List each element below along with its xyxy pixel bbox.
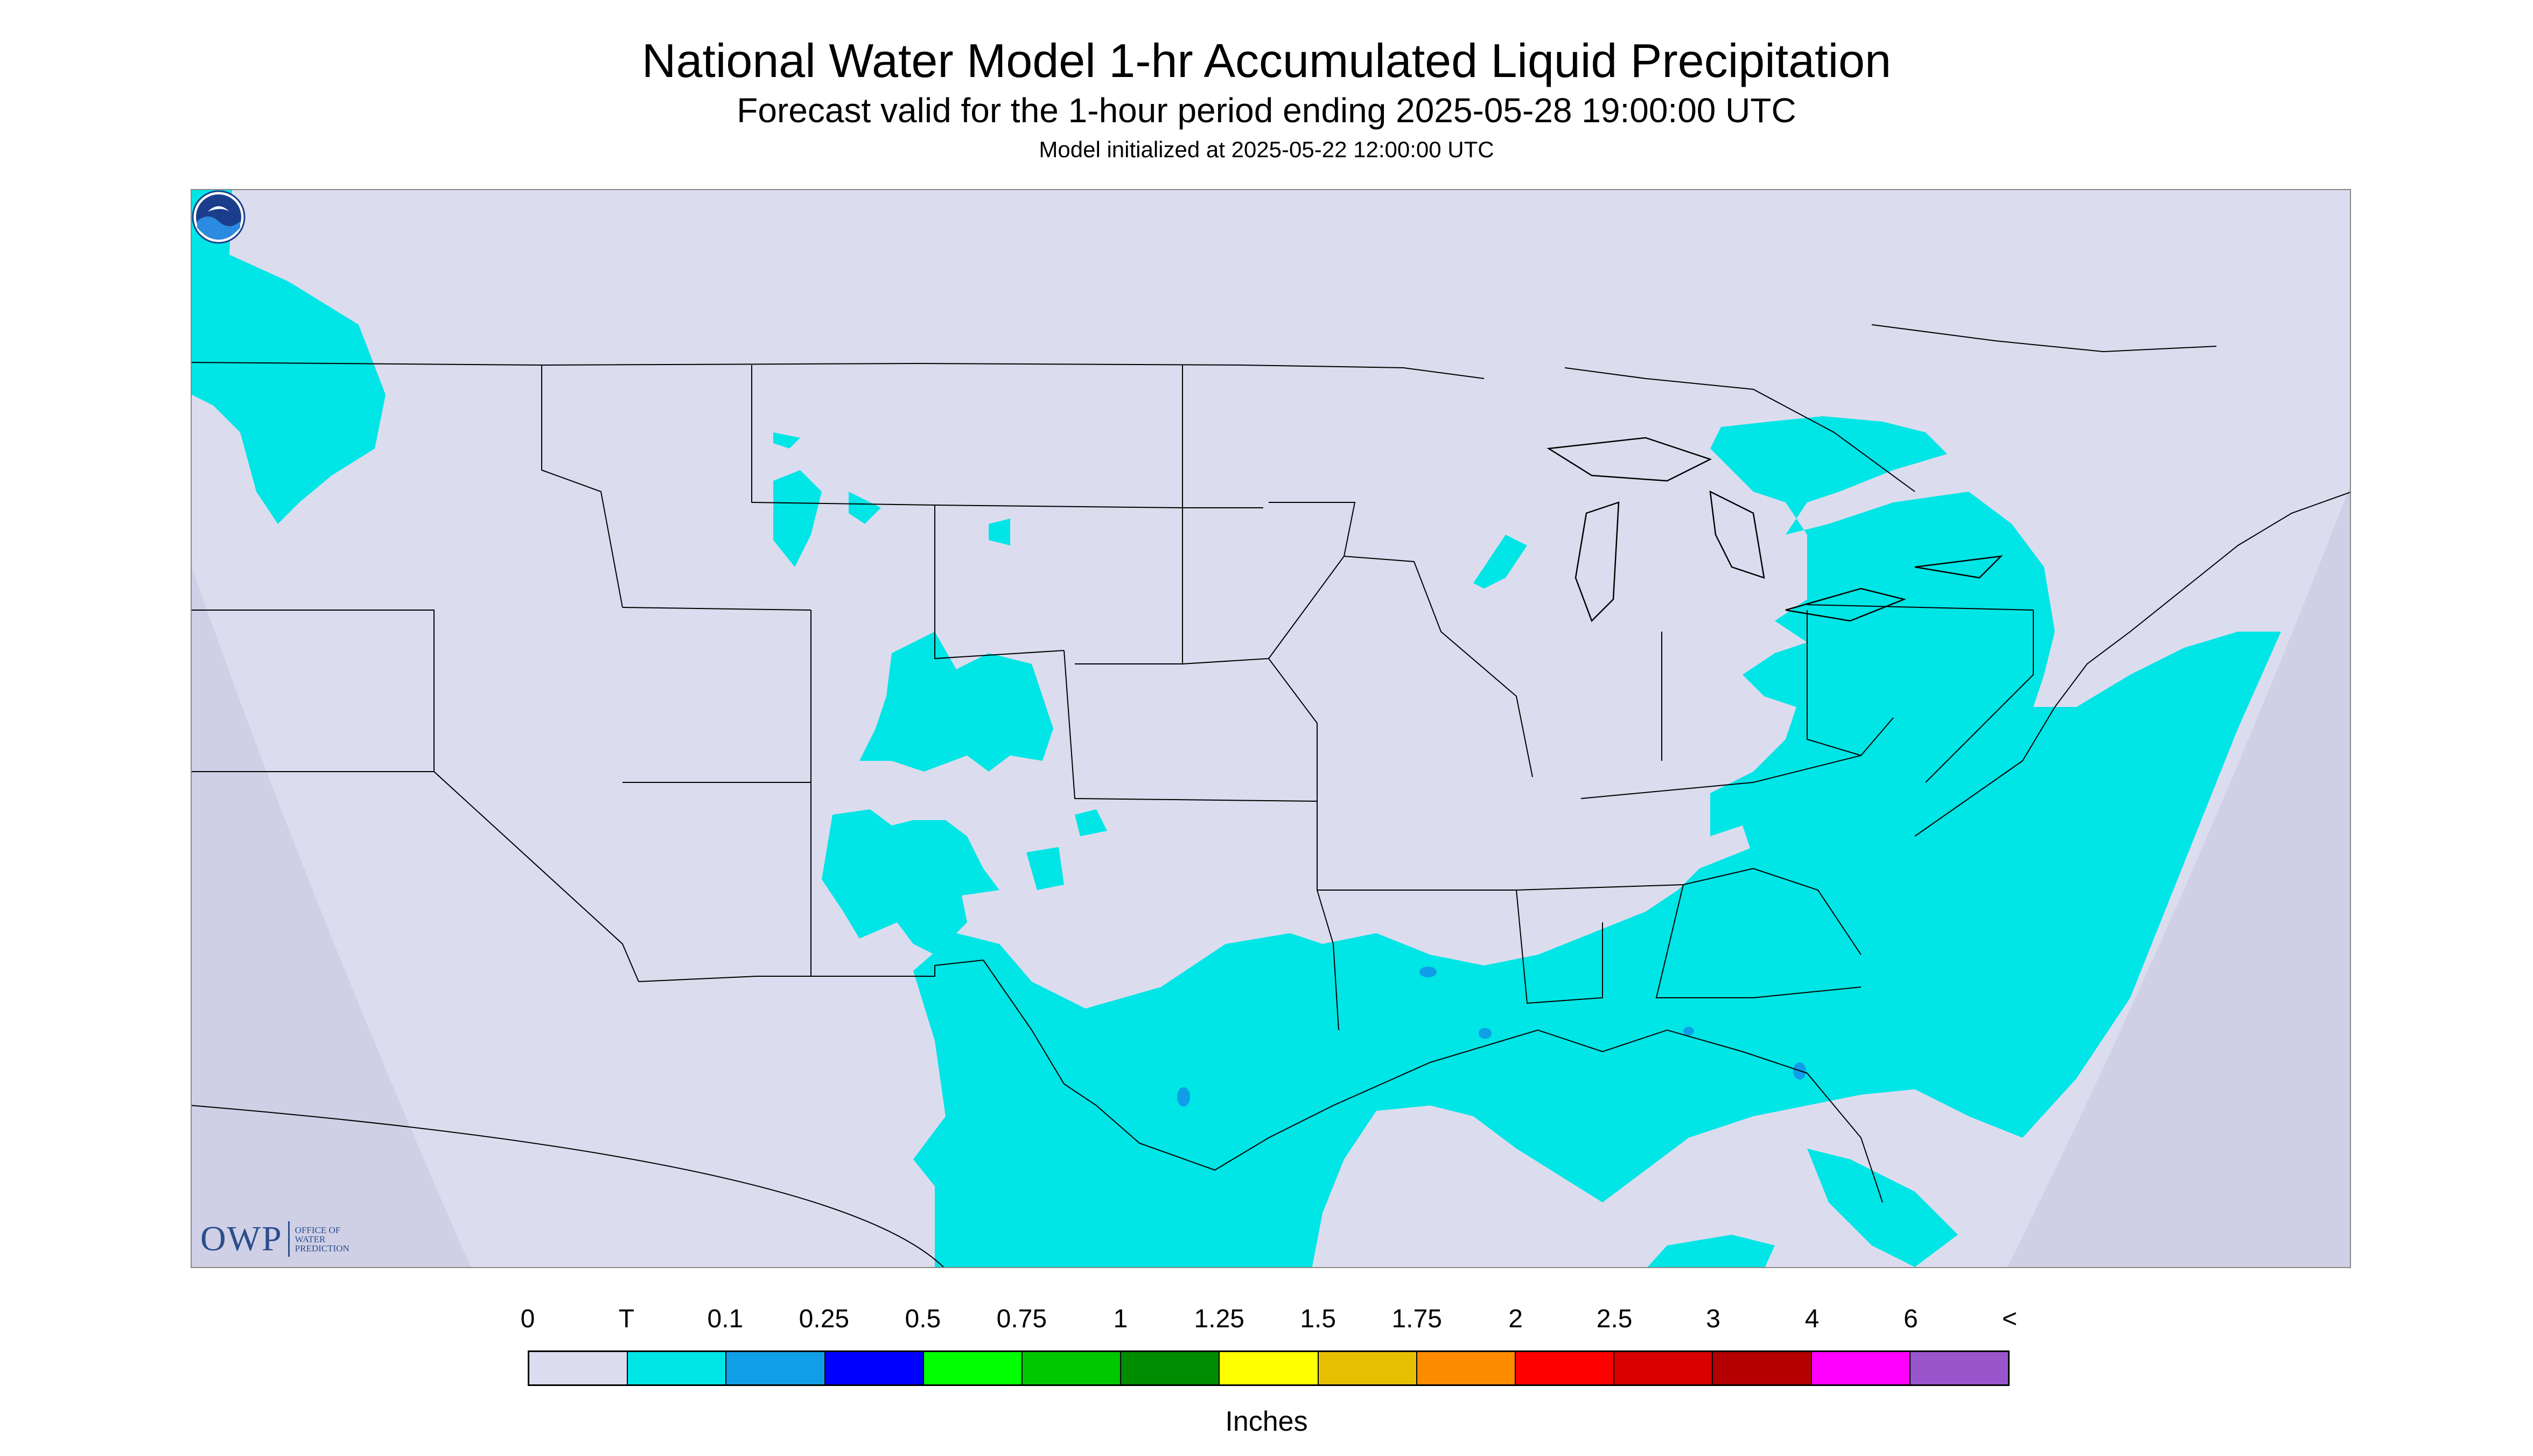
owp-logo-text: OFFICE OF WATER PREDICTION: [295, 1224, 349, 1254]
legend-tick-label: 0.5: [905, 1305, 941, 1333]
legend-swatch: [1318, 1352, 1417, 1384]
legend-swatch: [1713, 1352, 1812, 1384]
legend-tick-label: T: [618, 1305, 635, 1333]
legend-tick-label: 1.5: [1300, 1305, 1337, 1333]
legend-swatch: [825, 1352, 924, 1384]
legend-tick-label: 3: [1706, 1305, 1720, 1333]
legend-tick-label: 0.25: [799, 1305, 850, 1333]
legend-tick-label: 0: [520, 1305, 535, 1333]
map-title: National Water Model 1-hr Accumulated Li…: [641, 34, 1892, 87]
owp-letters: OWP: [200, 1219, 283, 1258]
legend-swatch: [1417, 1352, 1516, 1384]
legend-tick-labels: 0 T 0.1 0.25 0.5 0.75 1 1.25 1.5 1.75 2 2.5 3 4 6 <: [521, 1304, 2017, 1336]
precipitation-map: OWP OFFICE OF WATER PREDICTION: [191, 189, 2351, 1268]
legend-tick-label: 6: [1904, 1305, 1918, 1333]
domain-edge-east: [2007, 486, 2350, 1267]
trace-precip-areas: [192, 190, 2281, 1267]
legend-tick-label: 1.75: [1391, 1305, 1442, 1333]
legend-tick-label: 4: [1804, 1305, 1820, 1333]
owp-logo: OWP OFFICE OF WATER PREDICTION: [200, 1219, 349, 1259]
legend-swatch: [1121, 1352, 1220, 1384]
map-subtitle: Forecast valid for the 1-hour period end…: [737, 91, 1796, 130]
legend-tick-label: 0.75: [996, 1305, 1047, 1333]
model-init-time: Model initialized at 2025-05-22 12:00:00…: [1039, 137, 1494, 162]
legend-tick-label: 1.25: [1194, 1305, 1244, 1333]
legend-swatch: [1023, 1352, 1122, 1384]
legend-tick-label: 1: [1113, 1305, 1128, 1333]
legend-tick-label: 2: [1508, 1305, 1523, 1333]
legend-swatch: [1811, 1352, 1911, 1384]
political-borders: [192, 324, 2350, 1267]
great-lakes-outline: [1547, 437, 2003, 622]
legend-swatch: [726, 1352, 825, 1384]
legend-swatch: [628, 1352, 727, 1384]
legend-swatch: [1220, 1352, 1319, 1384]
legend-swatch: [1516, 1352, 1615, 1384]
legend-tick-label: 2.5: [1596, 1305, 1633, 1333]
legend-tick-label: <: [2002, 1305, 2018, 1333]
legend-swatch: [529, 1352, 628, 1384]
map-canvas: [192, 190, 2350, 1267]
owp-logo-separator: [288, 1221, 290, 1257]
legend-swatch: [1614, 1352, 1713, 1384]
domain-edge-west: [192, 567, 471, 1267]
legend-swatch: [1910, 1352, 2009, 1384]
noaa-emblem-icon: [192, 190, 246, 244]
legend-unit-label: Inches: [1225, 1406, 1308, 1437]
color-legend: [528, 1350, 2010, 1386]
legend-swatch: [923, 1352, 1023, 1384]
legend-tick-label: 0.1: [707, 1305, 744, 1333]
